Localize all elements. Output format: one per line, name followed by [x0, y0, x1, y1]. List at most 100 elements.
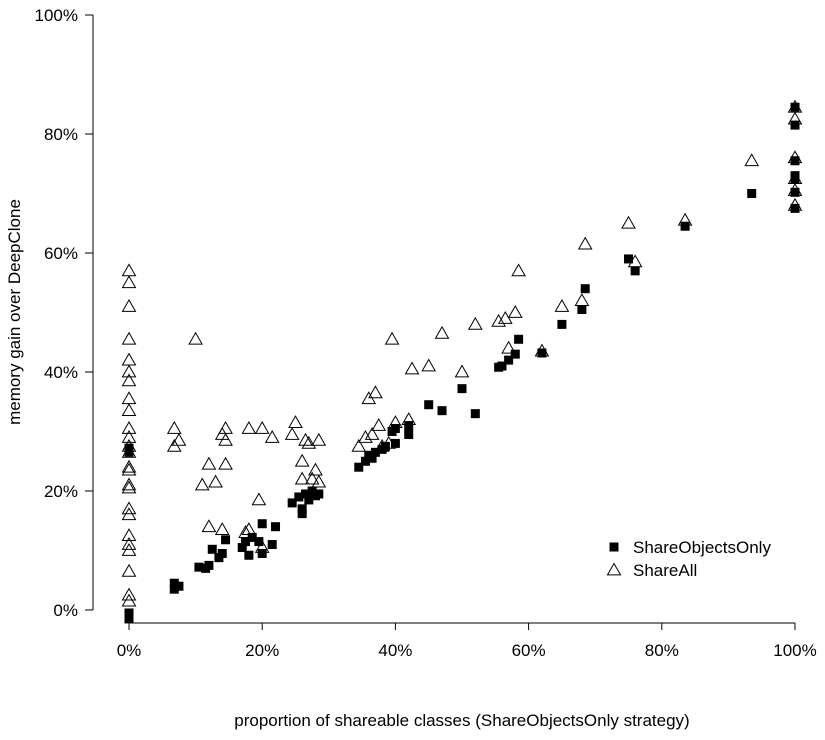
shareobjectsonly-point	[790, 102, 800, 112]
shareall-point	[371, 418, 387, 431]
shareobjectsonly-point	[510, 349, 520, 359]
x-tick-label: 80%	[645, 641, 679, 660]
y-tick-label: 0%	[53, 601, 78, 620]
shareall-point	[188, 331, 203, 345]
shareall-point	[467, 316, 483, 330]
shareall-point	[554, 299, 570, 312]
shareall-point	[121, 429, 137, 443]
shareobjectsonly-point	[257, 519, 267, 529]
shareobjectsonly-point	[304, 495, 314, 505]
shareobjectsonly-point	[297, 504, 307, 514]
shareall-point	[121, 391, 137, 405]
shareall-point	[574, 293, 590, 306]
shareall-point	[294, 471, 310, 485]
shareobjectsonly-point	[360, 456, 370, 466]
shareobjectsonly-point	[424, 400, 434, 410]
shareobjectsonly-point	[557, 319, 567, 329]
shareall-point	[507, 304, 523, 318]
legend-label: ShareObjectsOnly	[633, 538, 771, 557]
shareall-point	[121, 421, 137, 434]
shareall-point	[501, 340, 516, 354]
shareall-point	[201, 456, 217, 470]
y-tick-label: 100%	[35, 6, 78, 25]
shareall-point	[171, 432, 187, 446]
shareobjectsonly-point	[217, 548, 227, 558]
shareobjectsonly-point	[380, 441, 390, 451]
shareall-point	[121, 480, 137, 494]
shareall-point	[368, 385, 383, 399]
shareall-point	[121, 537, 137, 550]
shareobjectsonly-point	[367, 453, 377, 463]
x-tick-label: 0%	[117, 641, 142, 660]
shareall-point	[121, 299, 137, 312]
shareall-point	[251, 492, 267, 506]
shareall-point	[121, 364, 137, 378]
shareobjectsonly-point	[267, 540, 277, 550]
y-axis-title: memory gain over DeepClone	[5, 199, 24, 425]
shareobjectsonly-point	[457, 384, 467, 394]
shareobjectsonly-point	[404, 429, 414, 439]
y-tick-label: 80%	[44, 125, 78, 144]
axes: 0% 20% 40% 60% 80% 100% 0% 20% 40% 60% 80% 100%	[35, 6, 817, 660]
shareall-point	[434, 325, 450, 339]
data-points	[121, 99, 803, 624]
x-axis-title: proportion of shareable classes (ShareOb…	[234, 711, 689, 730]
legend: ShareObjectsOnly ShareAll	[606, 538, 771, 580]
shareall-point	[298, 432, 313, 446]
shareall-point	[311, 474, 327, 488]
shareall-point	[121, 331, 137, 345]
shareall-point	[364, 426, 380, 440]
shareobjectsonly-point	[790, 203, 800, 213]
shareall-point	[166, 421, 182, 434]
shareobjectsonly-point	[237, 543, 247, 553]
shareobjectsonly-point	[244, 550, 254, 560]
shareobjectsonly-point	[630, 266, 640, 276]
shareobjectsonly-point	[680, 221, 690, 231]
shareall-point	[121, 587, 137, 601]
shareobjectsonly-point	[470, 409, 480, 419]
shareall-point	[201, 519, 217, 533]
shareall-point	[744, 153, 760, 167]
shareall-point	[241, 421, 257, 434]
shareall-point	[214, 522, 230, 536]
shareobjectsonly-point	[790, 156, 800, 166]
shareobjectsonly-point	[307, 486, 317, 496]
shareobjectsonly-point	[241, 537, 251, 547]
shareobjectsonly-point	[404, 421, 414, 431]
shareobjectsonly-point	[297, 509, 307, 519]
y-tick-label: 60%	[44, 244, 78, 263]
shareobjectsonly-point	[580, 284, 590, 294]
shareall-point	[264, 429, 280, 443]
shareall-point	[384, 331, 400, 345]
shareall-point	[121, 459, 137, 473]
x-tick-label: 100%	[773, 641, 816, 660]
shareall-point	[194, 477, 210, 491]
shareall-point	[284, 426, 300, 440]
shareall-point	[351, 438, 367, 452]
shareall-point	[304, 471, 320, 485]
shareobjectsonly-point	[437, 406, 447, 416]
shareobjectsonly-point	[221, 535, 231, 545]
shareobjectsonly-point	[287, 498, 297, 508]
shareobjectsonly-point	[370, 447, 380, 457]
shareobjectsonly-point	[194, 562, 204, 572]
shareall-point	[121, 352, 137, 366]
shareall-point	[121, 563, 137, 577]
shareobjectsonly-point	[124, 608, 134, 618]
shareobjectsonly-point	[504, 355, 514, 365]
shareobjectsonly-point	[790, 120, 800, 130]
shareobjectsonly-point	[514, 334, 524, 344]
shareobjectsonly-point	[354, 462, 364, 472]
shareobjectsonly-point	[247, 532, 257, 542]
shareall-point	[511, 263, 526, 277]
legend-marker-shareobjectsonly	[609, 542, 619, 552]
shareall-point	[404, 361, 420, 375]
shareobjectsonly-point	[390, 438, 400, 448]
y-tick-label: 40%	[44, 363, 78, 382]
shareall-point	[218, 421, 233, 434]
shareall-point	[577, 236, 593, 250]
shareall-point	[454, 364, 470, 378]
x-tick-label: 60%	[512, 641, 546, 660]
shareall-point	[308, 462, 323, 476]
shareobjectsonly-point	[747, 189, 757, 198]
